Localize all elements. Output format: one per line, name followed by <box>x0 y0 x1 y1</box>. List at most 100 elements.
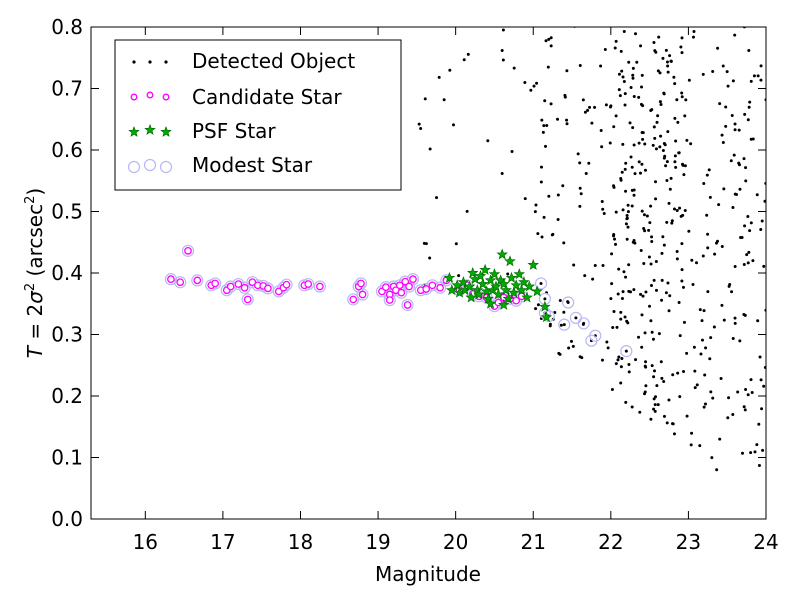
detected-object-point <box>661 148 665 152</box>
detected-object-point <box>671 373 675 377</box>
detected-object-point <box>743 408 747 412</box>
detected-object-point <box>729 159 733 163</box>
psf-star-point <box>505 271 518 283</box>
detected-object-point <box>634 358 638 362</box>
detected-object-point <box>587 161 591 165</box>
candidate-star-point <box>264 284 272 293</box>
detected-object-point <box>556 217 560 221</box>
detected-object-point <box>632 143 636 147</box>
detected-object-point <box>735 193 739 197</box>
detected-object-point <box>554 14 557 17</box>
detected-object-point <box>428 256 432 260</box>
detected-object-point <box>744 166 748 170</box>
detected-object-point <box>556 117 560 121</box>
detected-object-point <box>747 105 751 109</box>
detected-object-point <box>616 358 620 362</box>
detected-object-point <box>544 39 548 43</box>
detected-object-point <box>689 142 693 146</box>
legend-marker-detected-object <box>132 60 136 64</box>
detected-object-point <box>763 199 766 203</box>
detected-object-point <box>541 130 545 134</box>
detected-object-point <box>619 317 623 321</box>
detected-object-point <box>634 32 638 36</box>
detected-object-point <box>603 47 607 51</box>
detected-object-point <box>640 73 644 77</box>
psf-star-point <box>474 270 487 281</box>
psf-star-point <box>531 285 543 297</box>
detected-object-point <box>720 133 724 137</box>
detected-object-point <box>661 56 665 60</box>
detected-object-point <box>748 229 752 233</box>
detected-object-point <box>536 232 540 236</box>
detected-object-point <box>706 246 710 250</box>
detected-object-point <box>666 64 670 68</box>
detected-object-point <box>617 72 621 76</box>
detected-object-point <box>549 36 553 40</box>
detected-object-point <box>612 125 616 129</box>
detected-object-point <box>717 203 721 207</box>
detected-object-point <box>501 28 505 32</box>
detected-object-point <box>618 17 621 20</box>
detected-object-point <box>733 33 737 37</box>
psf-star-point <box>539 300 551 312</box>
detected-object-point <box>700 338 704 342</box>
detected-object-point <box>702 309 706 313</box>
detected-object-point <box>654 197 658 201</box>
detected-object-point <box>654 180 658 184</box>
detected-object-point <box>709 390 713 394</box>
detected-object-point <box>684 98 688 102</box>
detected-object-point <box>728 283 732 287</box>
detected-object-point <box>705 173 709 177</box>
detected-object-point <box>658 100 662 104</box>
detected-object-point <box>662 379 666 383</box>
detected-object-point <box>546 65 550 69</box>
candidate-star-point <box>243 295 252 304</box>
detected-object-point <box>758 15 761 18</box>
detected-object-point <box>742 157 746 161</box>
candidate-star-point <box>349 295 358 304</box>
psf-star-point <box>498 298 510 310</box>
detected-object-point <box>681 285 685 289</box>
candidate-star-point <box>405 282 413 291</box>
detected-object-point <box>695 261 699 265</box>
detected-object-point <box>654 259 658 263</box>
detected-object-point <box>457 274 461 278</box>
detected-object-point <box>549 102 553 106</box>
detected-object-point <box>666 281 670 285</box>
detected-object-point <box>654 147 658 151</box>
detected-object-point <box>665 421 669 425</box>
detected-object-point <box>424 242 428 246</box>
detected-object-point <box>578 204 582 208</box>
y-tick-label: 0.2 <box>51 384 83 408</box>
detected-object-point <box>679 45 683 49</box>
psf-star-point <box>477 278 489 289</box>
detected-object-point <box>631 66 635 70</box>
detected-object-point <box>588 105 592 109</box>
detected-object-point <box>670 221 674 225</box>
detected-object-point <box>623 167 627 171</box>
psf-star-point <box>457 276 470 288</box>
detected-object-point <box>702 182 706 186</box>
detected-object-point <box>551 232 555 236</box>
detected-object-point <box>539 180 543 184</box>
detected-object-point <box>749 451 753 455</box>
detected-object-point <box>668 54 672 58</box>
detected-object-point <box>620 69 624 73</box>
detected-object-point <box>620 170 624 174</box>
detected-object-point <box>621 208 625 212</box>
psf-star-point <box>540 311 553 323</box>
detected-object-point <box>746 393 750 397</box>
detected-object-point <box>755 443 759 447</box>
detected-object-point <box>500 49 504 53</box>
detected-object-point <box>652 369 656 373</box>
detected-object-point <box>627 60 631 64</box>
detected-object-point <box>539 165 543 169</box>
detected-object-point <box>611 326 615 330</box>
detected-object-point <box>626 203 630 207</box>
detected-object-point <box>738 187 742 191</box>
y-tick-label: 0.6 <box>51 138 83 162</box>
detected-object-point <box>648 304 652 308</box>
detected-object-point <box>613 237 617 241</box>
modest-star-point <box>401 298 414 312</box>
detected-object-point <box>675 98 679 102</box>
